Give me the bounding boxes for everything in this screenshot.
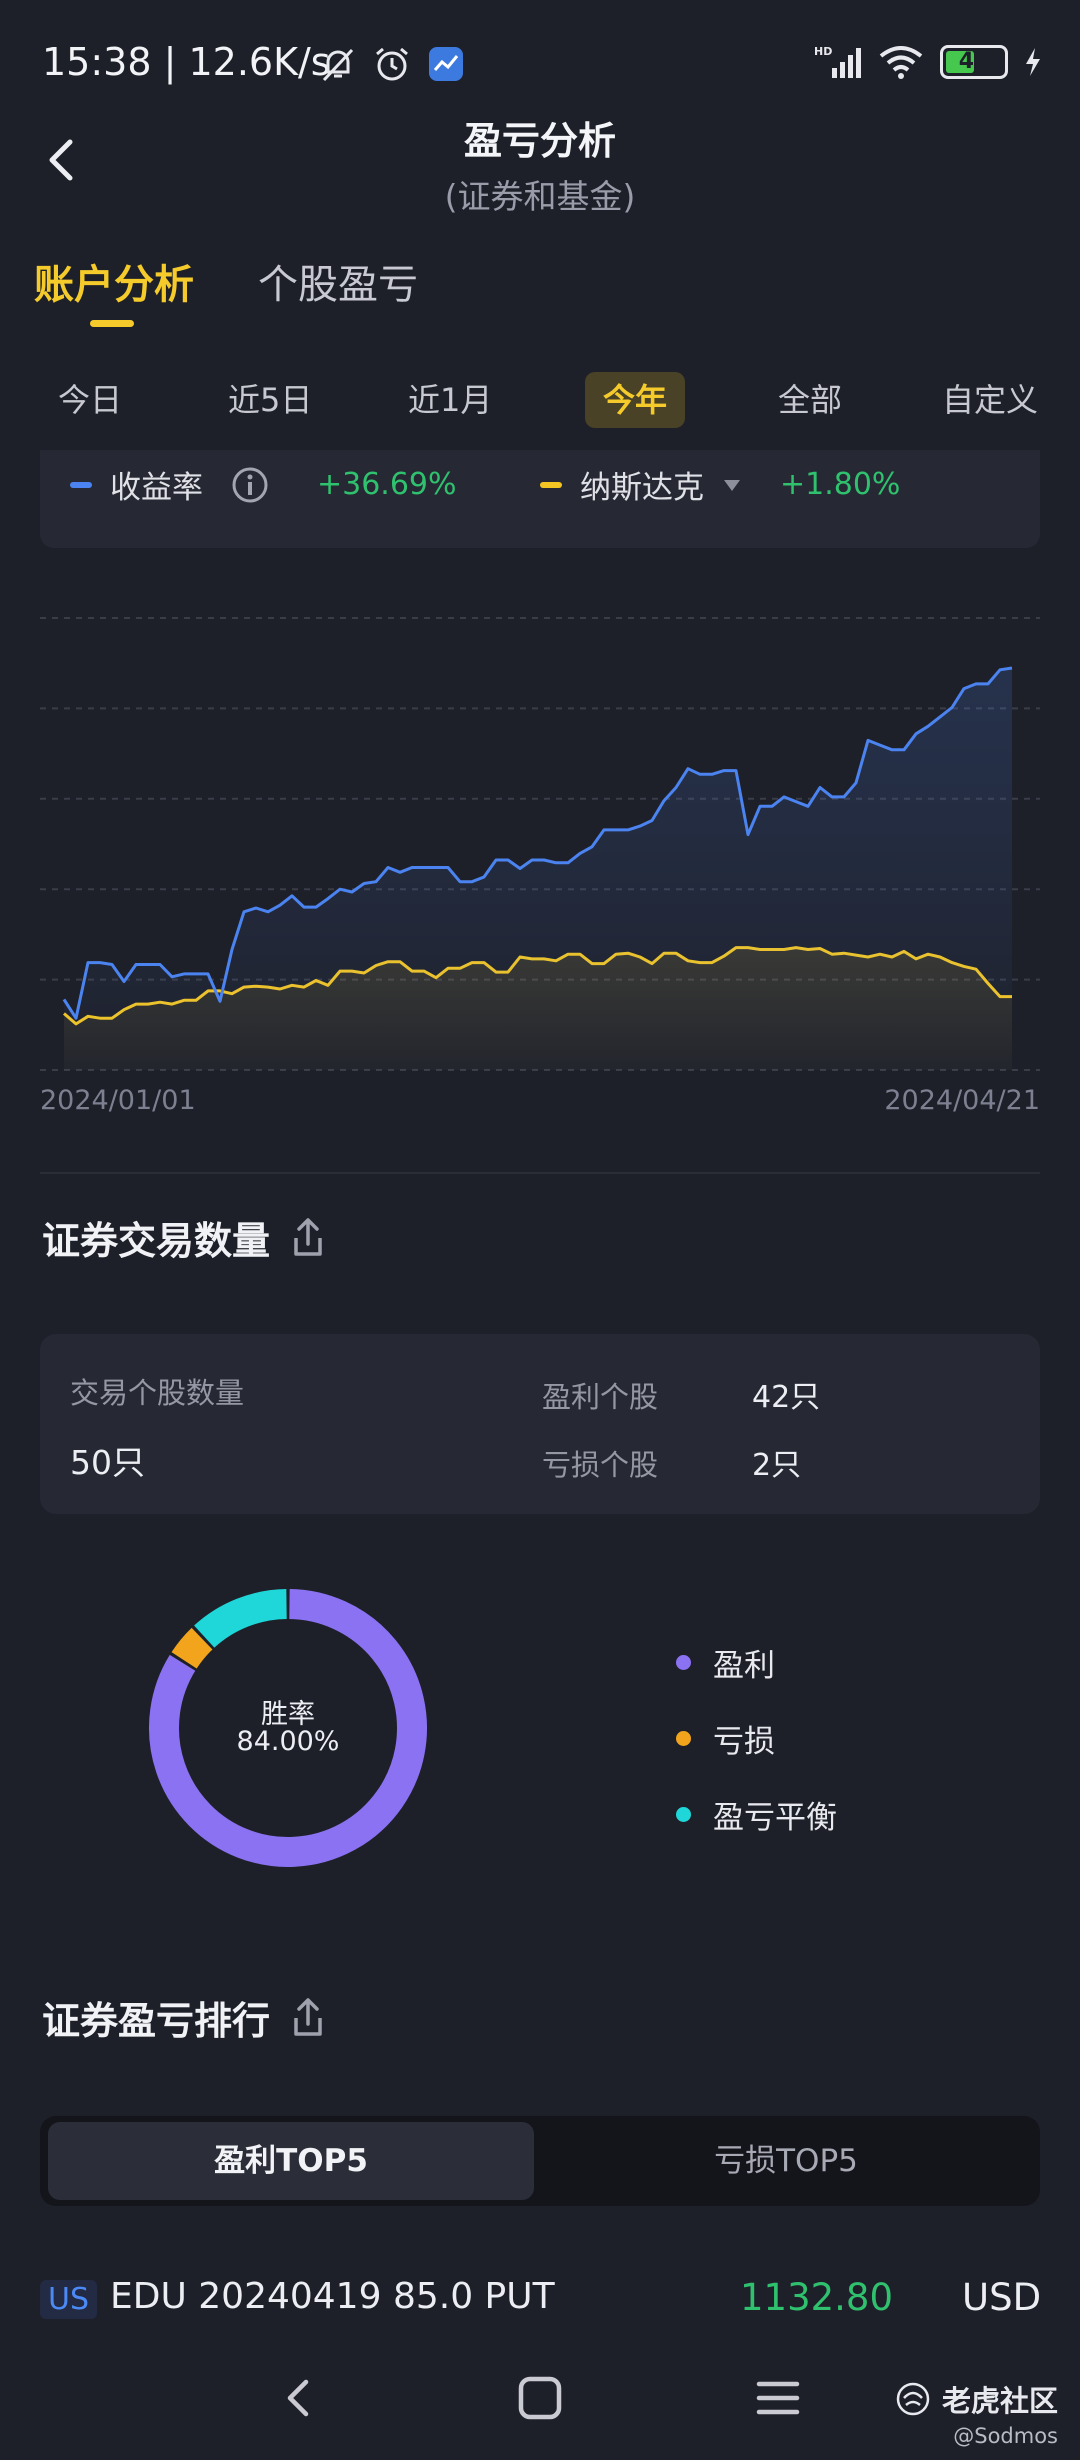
ranking-row-value: 1132.80 xyxy=(740,2276,894,2319)
tab-stock-pnl[interactable]: 个股盈亏 xyxy=(258,262,418,308)
total-stocks-value: 50只 xyxy=(70,1443,145,1482)
app-notification-icon xyxy=(429,47,463,81)
nav-home-icon[interactable] xyxy=(512,2370,568,2426)
watermark-brand: 老虎社区 xyxy=(894,2378,1058,2420)
watermark-user: @Sodmos xyxy=(953,2424,1058,2448)
series-line-0 xyxy=(62,666,1013,1020)
alarm-icon xyxy=(376,47,408,81)
status-time: 15:38 | 12.6K/s xyxy=(42,40,331,84)
legend-return-label: 收益率 xyxy=(110,470,203,506)
page-title: 盈亏分析 xyxy=(463,119,616,163)
donut-legend-breakeven: 盈亏平衡 xyxy=(676,1792,837,1837)
market-badge: US xyxy=(40,2280,98,2319)
x-axis-start-label: 2024/01/01 xyxy=(40,1085,196,1116)
ranking-section-title: 证券盈亏排行 xyxy=(42,1990,328,2045)
signal-icon: HD xyxy=(814,45,861,78)
nav-back-icon[interactable] xyxy=(272,2370,328,2426)
tab-account-analysis[interactable]: 账户分析 xyxy=(34,262,194,308)
donut-slice-2 xyxy=(194,1589,288,1648)
tiger-logo-icon xyxy=(896,2382,930,2416)
profit-stocks-label: 盈利个股 xyxy=(542,1380,659,1414)
period-all[interactable]: 全部 xyxy=(778,381,843,419)
donut-legend-loss: 亏损 xyxy=(676,1716,775,1761)
ranking-row-currency: USD xyxy=(962,2276,1042,2319)
nav-menu-icon[interactable] xyxy=(750,2370,806,2426)
battery-icon: 47 xyxy=(940,45,1008,79)
chart-legend-card xyxy=(40,450,1040,548)
legend-benchmark-swatch xyxy=(540,481,562,488)
donut-center-value: 84.00% xyxy=(236,1726,340,1757)
charging-icon xyxy=(1026,48,1040,76)
battery-level: 47 xyxy=(958,49,990,74)
loss-stocks-label: 亏损个股 xyxy=(542,1448,659,1482)
info-icon[interactable] xyxy=(231,466,269,504)
status-notification-icons xyxy=(318,44,466,84)
donut-slice-0 xyxy=(149,1589,427,1867)
legend-benchmark-label: 纳斯达克 xyxy=(580,470,704,506)
loss-dot xyxy=(676,1731,691,1746)
watermark-brand-text: 老虎社区 xyxy=(941,2384,1058,2418)
profit-dot xyxy=(676,1655,691,1670)
period-today[interactable]: 今日 xyxy=(58,381,123,419)
tab-loss-top5[interactable]: 亏损TOP5 xyxy=(714,2143,858,2179)
donut-legend-profit: 盈利 xyxy=(676,1640,775,1685)
return-line-chart xyxy=(40,617,1040,1071)
trade-stats-card xyxy=(40,1334,1040,1514)
section-divider xyxy=(40,1172,1040,1174)
status-system-icons: HD 47 xyxy=(814,44,1042,80)
trade-count-section-title: 证券交易数量 xyxy=(42,1210,328,1265)
page-subtitle: (证券和基金) xyxy=(444,177,636,216)
win-rate-donut-chart xyxy=(149,1589,427,1867)
donut-slice-1 xyxy=(171,1627,213,1669)
x-axis-end-label: 2024/04/21 xyxy=(884,1085,1040,1116)
total-stocks-label: 交易个股数量 xyxy=(70,1376,245,1410)
share-icon[interactable] xyxy=(288,1996,328,2040)
period-5d[interactable]: 近5日 xyxy=(228,381,313,419)
breakeven-dot xyxy=(676,1807,691,1822)
period-1m[interactable]: 近1月 xyxy=(408,381,493,419)
svg-text:HD: HD xyxy=(814,45,832,58)
tab-active-indicator xyxy=(90,320,134,327)
donut-center-label: 胜率 xyxy=(261,1699,315,1730)
period-custom[interactable]: 自定义 xyxy=(942,381,1039,419)
ranking-row-name[interactable]: EDU 20240419 85.0 PUT xyxy=(110,2276,555,2317)
legend-benchmark-value: +1.80% xyxy=(780,467,901,502)
ranking-title: 证券盈亏排行 xyxy=(42,1999,271,2043)
legend-return: 收益率 +36.69% xyxy=(70,462,457,507)
legend-return-value: +36.69% xyxy=(317,467,457,502)
donut-legend-breakeven-label: 盈亏平衡 xyxy=(713,1800,837,1836)
profit-stocks-value: 42只 xyxy=(752,1380,821,1415)
share-icon[interactable] xyxy=(288,1216,328,1260)
tab-profit-top5[interactable]: 盈利TOP5 xyxy=(48,2122,534,2200)
legend-return-swatch xyxy=(70,481,92,488)
trade-count-title: 证券交易数量 xyxy=(42,1219,271,1263)
mute-bell-icon xyxy=(322,48,354,82)
period-ytd[interactable]: 今年 xyxy=(585,372,686,428)
back-button[interactable] xyxy=(34,130,94,190)
legend-benchmark[interactable]: 纳斯达克 +1.80% xyxy=(540,462,900,507)
loss-stocks-value: 2只 xyxy=(752,1448,802,1483)
donut-legend-profit-label: 盈利 xyxy=(713,1648,775,1684)
wifi-icon xyxy=(879,46,923,79)
donut-legend-loss-label: 亏损 xyxy=(713,1724,775,1760)
series-area-0 xyxy=(64,668,1012,1070)
dropdown-triangle-icon[interactable] xyxy=(722,477,742,493)
